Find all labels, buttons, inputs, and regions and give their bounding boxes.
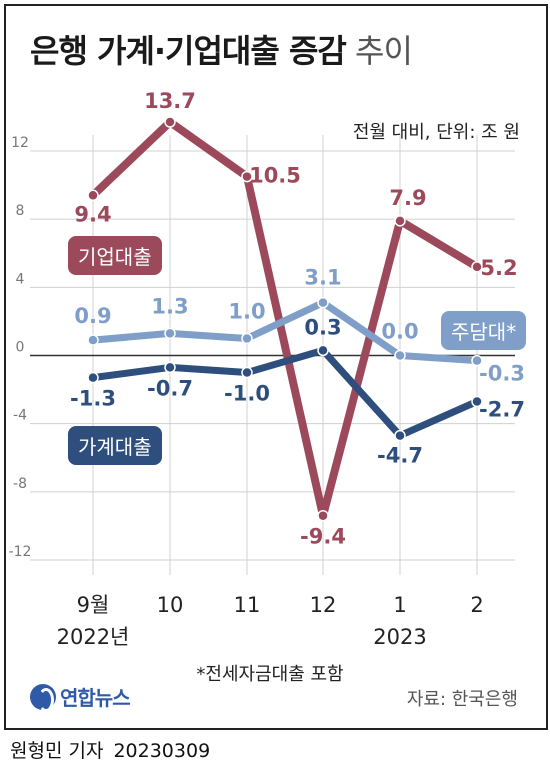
data-label: -0.7 — [147, 376, 193, 400]
chart-title: 은행 가계·기업대출 증감 추이 — [30, 26, 413, 72]
yonhap-logo: 연합뉴스 — [30, 682, 131, 712]
series-line — [89, 118, 481, 520]
data-point — [317, 296, 329, 309]
byline-date: 20230309 — [113, 740, 211, 762]
data-label: 0.9 — [74, 304, 111, 328]
y-tick-label: -4 — [13, 408, 27, 424]
data-label: 9.4 — [74, 202, 111, 226]
data-point — [471, 395, 483, 408]
data-point — [241, 366, 253, 379]
source-note: 자료: 한국은행 — [406, 689, 518, 710]
title-main: 은행 가계·기업대출 증감 — [30, 32, 347, 70]
data-point — [241, 332, 253, 345]
footnote: *전세자금대출 포함 — [196, 664, 344, 685]
x-tick-label: 10 — [157, 593, 184, 617]
byline-author: 원형민 기자 — [10, 740, 104, 762]
x-tick-label: 1 — [393, 593, 406, 617]
data-point — [471, 261, 483, 273]
data-point — [317, 344, 329, 357]
data-point — [164, 361, 176, 374]
y-tick-label: 12 — [11, 135, 29, 151]
y-tick-label: -12 — [9, 544, 32, 560]
data-label: -1.3 — [70, 387, 116, 411]
data-point — [317, 509, 329, 522]
data-label: 5.2 — [480, 256, 517, 280]
series-line — [89, 299, 481, 365]
x-tick-label: 12 — [310, 593, 337, 617]
byline: 원형민 기자 20230309 — [10, 736, 210, 763]
yonhap-logo-icon — [30, 683, 56, 712]
data-point — [87, 334, 99, 346]
data-label: 0.3 — [304, 315, 341, 339]
y-tick-label: -8 — [13, 476, 27, 492]
x-year-label: 2023 — [373, 625, 426, 649]
legend-household-loans: 가계대출 — [68, 426, 162, 465]
data-point — [87, 371, 99, 384]
legend-mortgage-loans: 주담대* — [441, 311, 527, 350]
data-point — [394, 429, 406, 442]
data-label: -2.7 — [479, 398, 525, 422]
data-point — [394, 349, 406, 362]
data-point — [241, 170, 253, 183]
data-point — [87, 189, 99, 202]
series-line — [89, 346, 481, 440]
data-label: 1.0 — [228, 299, 265, 323]
data-label: 3.1 — [304, 266, 341, 290]
data-label: 0.0 — [381, 320, 418, 344]
x-tick-label: 11 — [234, 593, 261, 617]
data-point — [164, 327, 176, 340]
data-label: -9.4 — [300, 525, 346, 549]
data-label: -1.0 — [224, 382, 270, 406]
data-point — [394, 215, 406, 227]
y-tick-label: 8 — [16, 203, 25, 219]
title-sub: 추이 — [355, 32, 413, 70]
data-label: -0.3 — [479, 362, 525, 386]
data-label: 10.5 — [249, 164, 301, 188]
data-label: -4.7 — [377, 444, 423, 468]
legend-corporate-loans: 기업대출 — [68, 236, 162, 275]
x-tick-label: 2 — [470, 593, 483, 617]
unit-note: 전월 대비, 단위: 조 원 — [352, 122, 520, 143]
data-point — [471, 354, 483, 367]
data-label: 1.3 — [151, 294, 188, 318]
logo-text: 연합뉴스 — [60, 686, 131, 710]
y-tick-label: 4 — [16, 271, 25, 287]
x-year-label: 2022년 — [57, 625, 130, 649]
data-label: 13.7 — [144, 89, 196, 113]
y-tick-label: 0 — [16, 340, 25, 356]
x-tick-label: 9월 — [77, 593, 110, 617]
data-point — [164, 116, 176, 128]
data-label: 7.9 — [389, 186, 426, 210]
